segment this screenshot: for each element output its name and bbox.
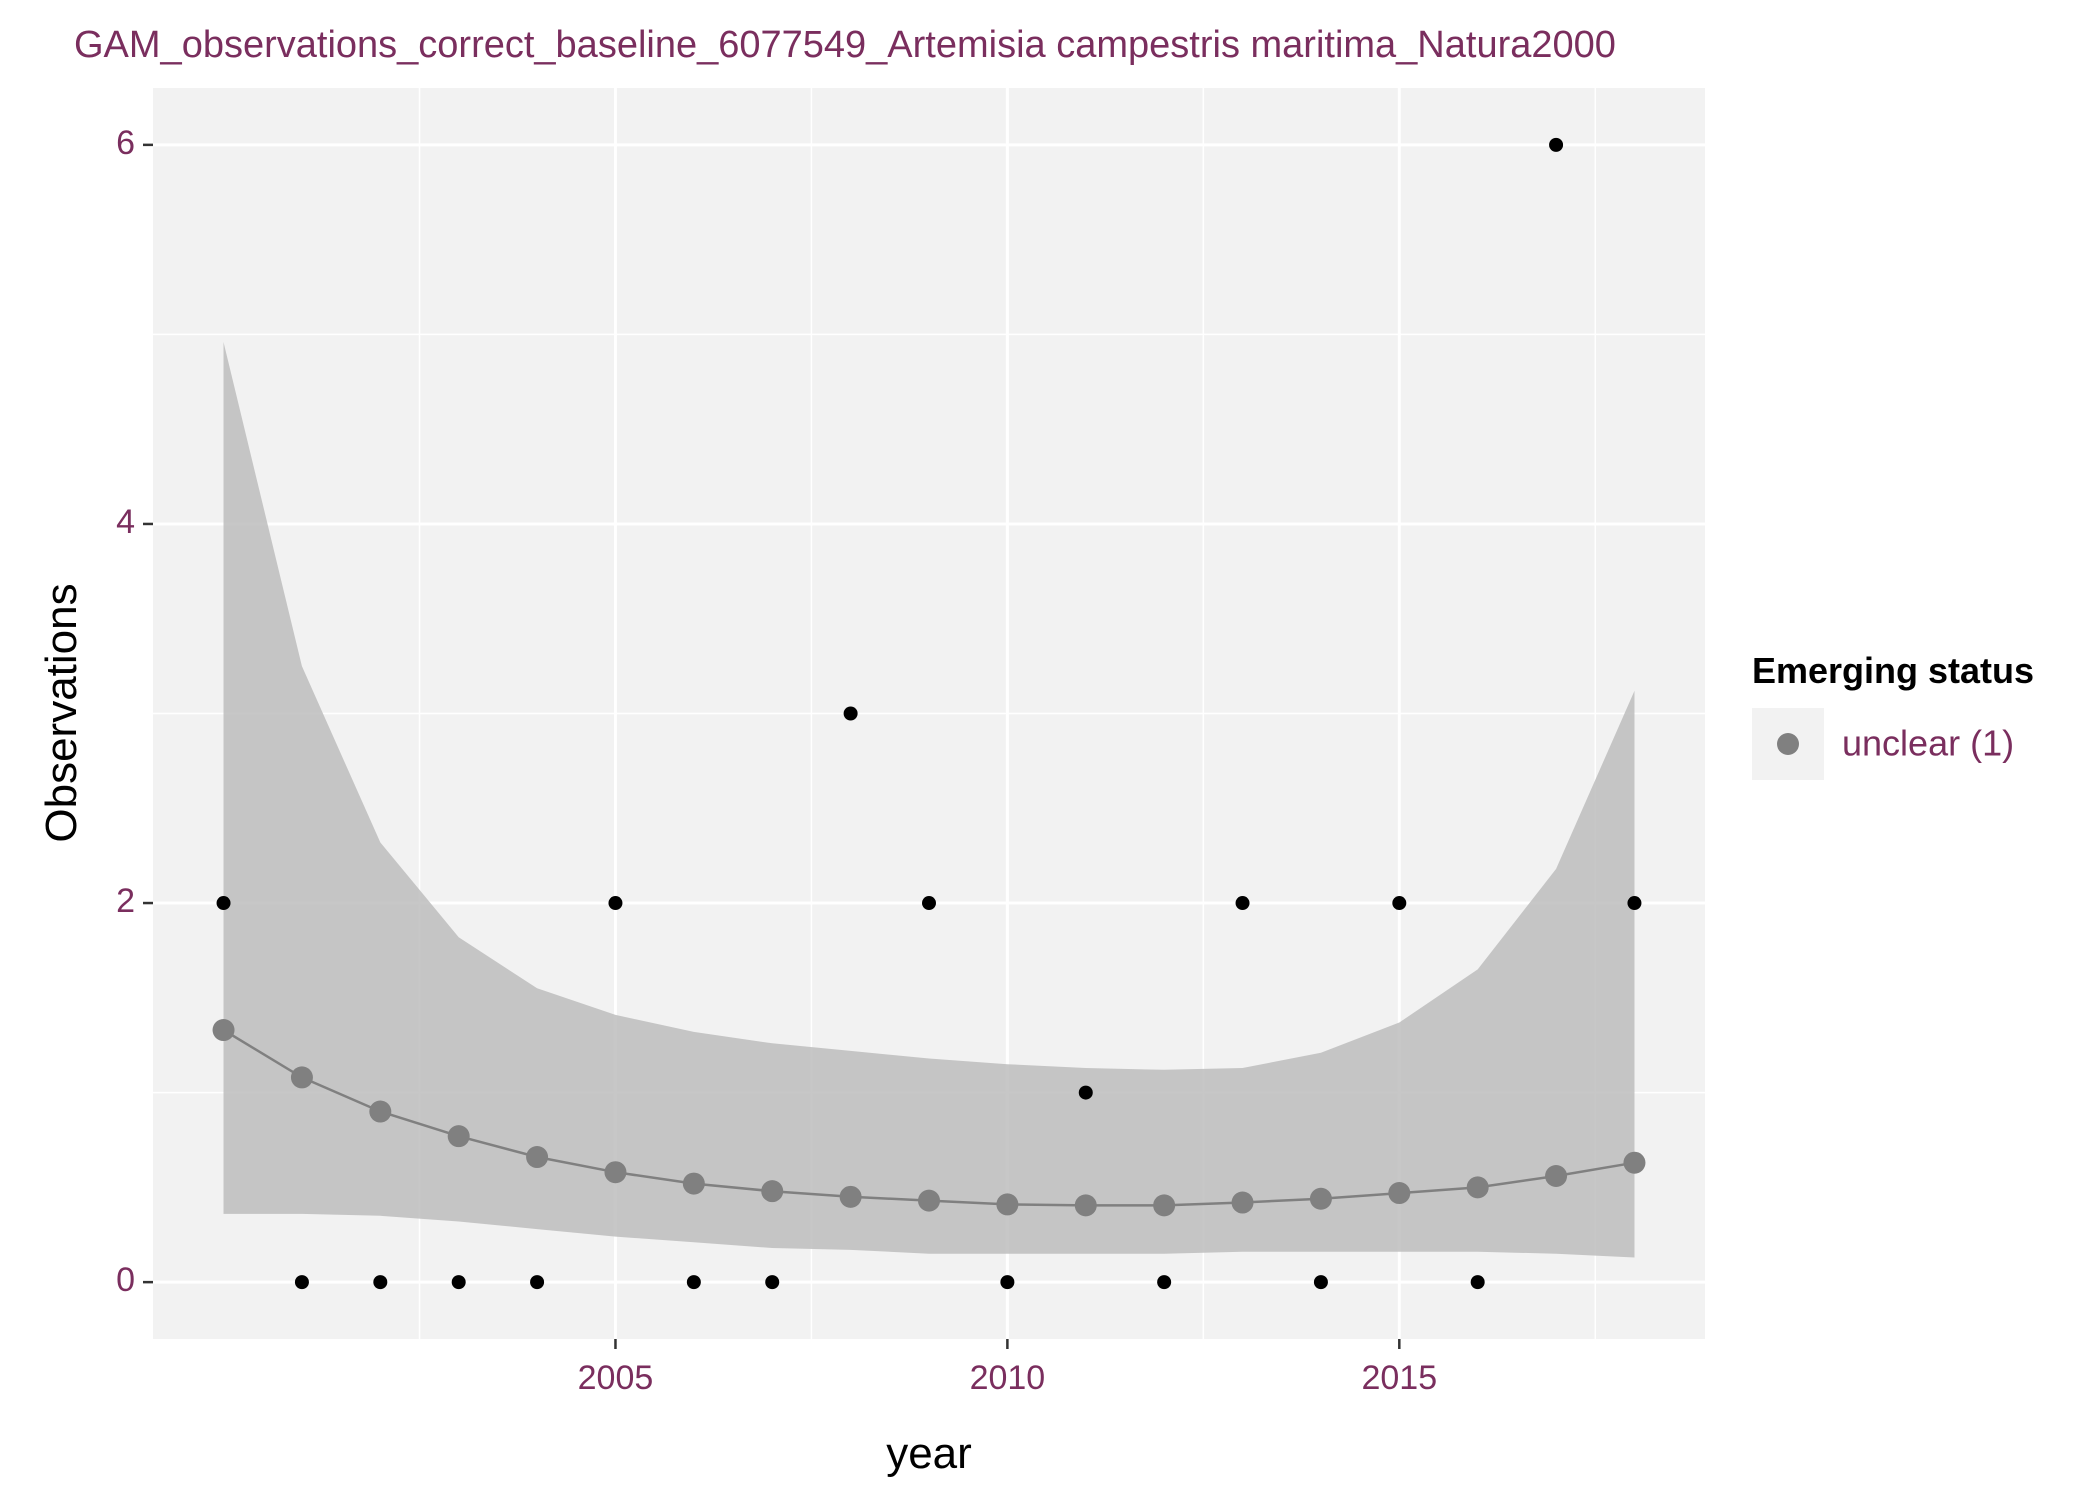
observed-point [1078,1085,1093,1100]
observed-point [216,896,231,911]
fitted-point [1074,1194,1097,1217]
fitted-point [447,1125,470,1148]
observed-points-layer [216,137,1642,1290]
fitted-point [1388,1182,1411,1205]
fitted-point [1545,1164,1568,1187]
fitted-point [918,1189,940,1212]
fitted-point [369,1100,392,1123]
fitted-point [1153,1194,1176,1217]
observed-point [1392,896,1407,911]
fitted-point [212,1019,235,1042]
fitted-point [526,1146,549,1169]
fitted-point [290,1066,313,1089]
observed-point [686,1275,701,1290]
axes: 0 2 4 6 2005 2010 2015 [116,124,1437,1397]
observed-point [1000,1275,1015,1290]
x-tick-label: 2015 [1361,1359,1437,1397]
legend-title: Emerging status [1752,650,2034,691]
legend: Emerging status unclear (1) [1752,650,2034,780]
x-axis-title: year [886,1429,972,1478]
fitted-curve-layer [212,1019,1646,1217]
observed-point [1470,1275,1485,1290]
observed-point [451,1275,466,1290]
fitted-point [839,1185,862,1208]
observed-point [1313,1275,1328,1290]
observed-point [373,1275,388,1290]
fitted-point [682,1172,705,1195]
observed-point [765,1275,780,1290]
observed-point [530,1275,545,1290]
observed-point [294,1275,309,1290]
fitted-point [996,1193,1019,1216]
fitted-point [1309,1187,1332,1210]
fitted-point [1623,1151,1646,1174]
y-tick-label: 4 [116,503,135,541]
observed-point [1235,896,1250,911]
confidence-band-layer [223,342,1635,1258]
legend-label-unclear: unclear (1) [1842,723,2014,764]
y-axis-title: Observations [37,583,86,842]
observed-point [843,706,858,721]
x-tick-label: 2010 [970,1359,1046,1397]
fitted-point [1231,1191,1254,1214]
y-tick-label: 6 [116,124,135,162]
y-tick-label: 0 [116,1261,135,1299]
observed-point [922,896,936,911]
fitted-point [761,1180,784,1203]
observed-point [608,896,623,911]
observed-point [1157,1275,1172,1290]
y-tick-label: 2 [116,882,135,920]
chart-title: GAM_observations_correct_baseline_607754… [74,24,1616,66]
observed-point [1549,137,1564,152]
fitted-point [604,1161,627,1184]
legend-key-marker [1777,733,1799,755]
fitted-point [1466,1176,1489,1199]
x-tick-label: 2005 [578,1359,654,1397]
confidence-ribbon [223,342,1635,1258]
observed-point [1627,896,1642,911]
